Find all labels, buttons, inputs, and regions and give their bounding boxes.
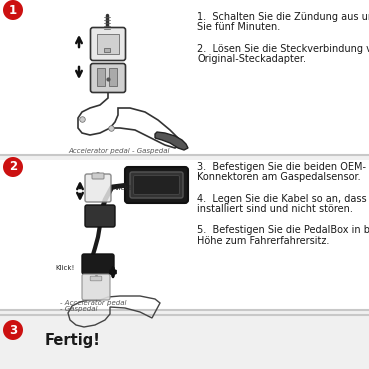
FancyBboxPatch shape [90,28,125,61]
FancyBboxPatch shape [90,276,102,281]
FancyBboxPatch shape [90,63,125,93]
Bar [0,0,369,155]
Text: Klick!: Klick! [112,185,131,191]
Text: Fertig!: Fertig! [45,332,101,348]
Text: - Accelerator pedal: - Accelerator pedal [60,300,127,306]
Bar [109,68,117,86]
Circle shape [3,157,23,177]
Circle shape [3,320,23,340]
Text: 1.  Schalten Sie die Zündung aus und warten: 1. Schalten Sie die Zündung aus und wart… [197,12,369,22]
Text: installiert sind und nicht stören.: installiert sind und nicht stören. [197,204,353,214]
Text: 2: 2 [9,161,17,173]
Text: 4.  Legen Sie die Kabel so an, dass sie fest: 4. Legen Sie die Kabel so an, dass sie f… [197,193,369,203]
Text: 1: 1 [9,3,17,17]
Bar [0,315,369,369]
Text: Klick!: Klick! [55,265,75,271]
Text: 3: 3 [9,324,17,337]
Text: 5.  Befestigen Sie die PedalBox in bequemer: 5. Befestigen Sie die PedalBox in bequem… [197,225,369,235]
FancyBboxPatch shape [130,172,183,198]
FancyBboxPatch shape [82,274,110,300]
Bar [97,34,119,54]
Circle shape [3,0,23,20]
Text: Original-Steckadapter.: Original-Steckadapter. [197,54,306,64]
Text: 2.  Lösen Sie die Steckverbindung vom: 2. Lösen Sie die Steckverbindung vom [197,44,369,54]
Text: Accelerator pedal - Gaspedal: Accelerator pedal - Gaspedal [68,148,169,154]
Bar [104,48,110,52]
FancyBboxPatch shape [85,174,111,202]
Bar [0,160,369,310]
Text: - Gaspedal: - Gaspedal [60,306,97,312]
FancyBboxPatch shape [92,173,104,179]
FancyBboxPatch shape [134,176,179,194]
Text: Sie fünf Minuten.: Sie fünf Minuten. [197,23,280,32]
FancyBboxPatch shape [82,254,114,274]
Bar [97,68,105,86]
Text: Konnektoren am Gaspedalsensor.: Konnektoren am Gaspedalsensor. [197,172,361,183]
Text: 3.  Befestigen Sie die beiden OEM-: 3. Befestigen Sie die beiden OEM- [197,162,366,172]
FancyBboxPatch shape [85,205,115,227]
Text: Höhe zum Fahrerfahrersitz.: Höhe zum Fahrerfahrersitz. [197,235,330,245]
FancyBboxPatch shape [125,167,188,203]
PathPatch shape [155,132,188,150]
